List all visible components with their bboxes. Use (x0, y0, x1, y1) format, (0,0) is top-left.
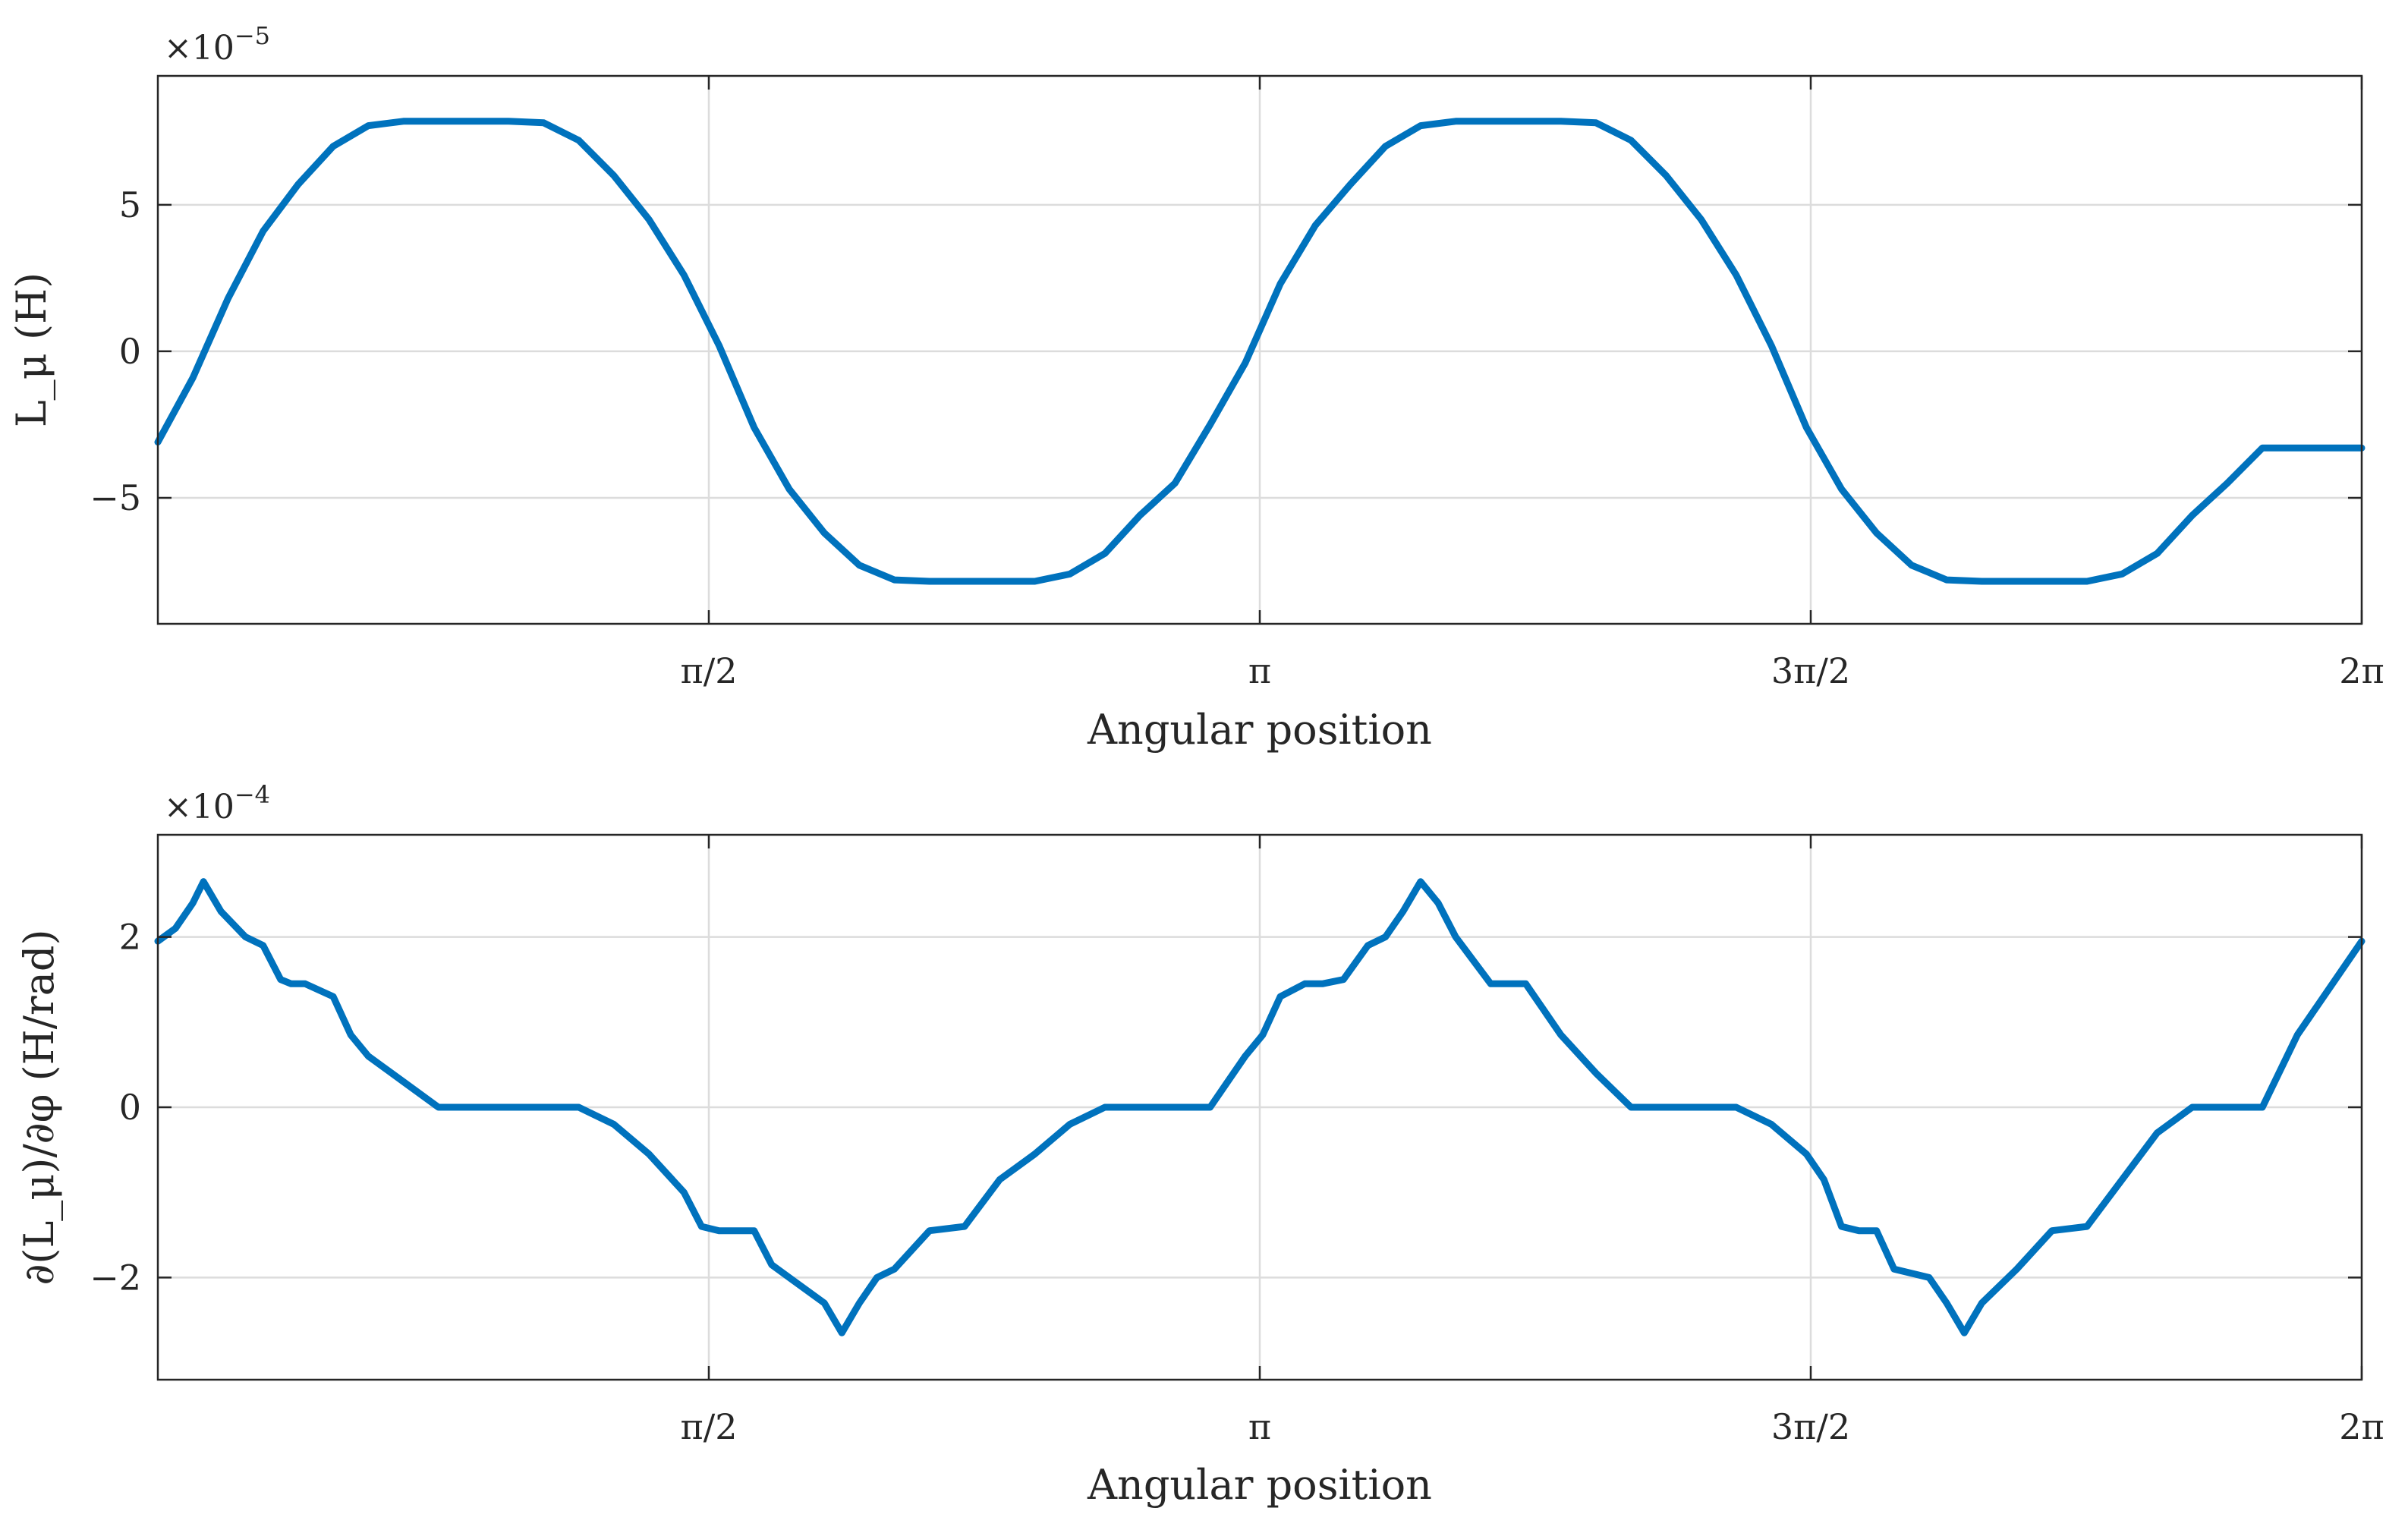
y-tick-label: −2 (90, 1257, 141, 1298)
x-tick-label: π/2 (681, 1406, 738, 1447)
y-tick-label: 0 (119, 331, 141, 372)
inductance-derivative-panel: π/2 π 3π/2 2π −2 0 2 ×10−4 Angular position ∂(L_μ… (15, 780, 2384, 1509)
y-tick-label: 2 (119, 917, 141, 958)
y-axis-label: L_μ (H) (8, 272, 55, 427)
y-tick-label: −5 (90, 477, 141, 518)
series-line (154, 878, 2366, 1336)
exponent-power: −4 (235, 780, 270, 809)
x-axis-label: Angular position (1087, 1461, 1432, 1509)
y-axis-label: ∂(L_μ)/∂φ (H/rad) (15, 929, 63, 1285)
exponent-base: ×10 (164, 788, 235, 826)
y-tick-label: 0 (119, 1087, 141, 1128)
x-tick-label: π/2 (681, 650, 738, 691)
series-line (154, 118, 2366, 585)
x-tick-label: π (1248, 650, 1271, 691)
x-tick-label: π (1248, 1406, 1271, 1447)
x-tick-label: 2π (2339, 1406, 2384, 1447)
axis-exponent-label: ×10−5 (164, 21, 270, 68)
exponent-power: −5 (235, 21, 270, 50)
axis-exponent-label: ×10−4 (164, 780, 270, 826)
x-axis-label: Angular position (1087, 706, 1432, 754)
x-tick-label: 3π/2 (1771, 1406, 1850, 1447)
exponent-base: ×10 (164, 29, 235, 68)
y-tick-label: 5 (119, 184, 141, 225)
x-tick-label: 3π/2 (1771, 650, 1850, 691)
x-tick-label: 2π (2339, 650, 2384, 691)
